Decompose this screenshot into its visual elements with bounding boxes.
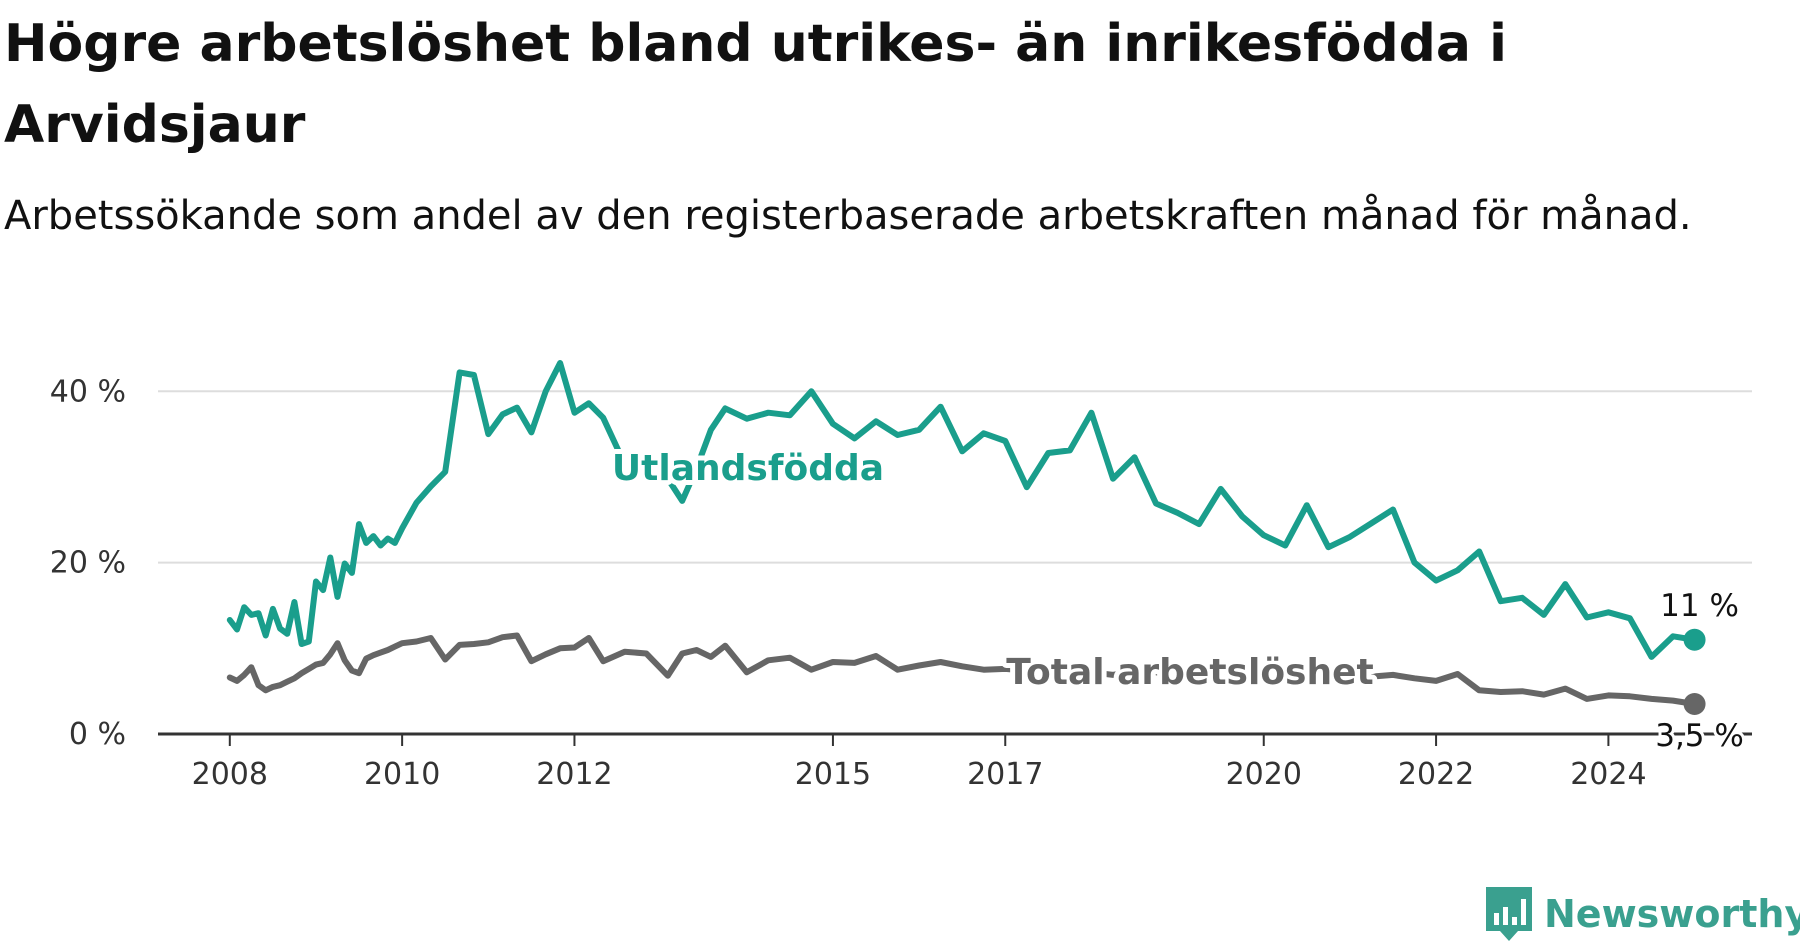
series-lines xyxy=(226,360,1706,716)
newsworthy-logo: Newsworthy xyxy=(1484,885,1800,943)
x-tick-label: 2017 xyxy=(967,757,1043,792)
y-tick-label: 0 % xyxy=(69,717,126,752)
series-name-label: Utlandsfödda xyxy=(612,448,884,489)
newsworthy-logo-icon xyxy=(1486,887,1532,941)
x-tick-label: 2020 xyxy=(1226,757,1302,792)
series-labels: 11 % 3,5 % Utlandsfödda Total arbetslöshet xyxy=(607,443,1747,757)
series-name-label: Total arbetslöshet xyxy=(1006,652,1374,693)
x-tick-label: 2012 xyxy=(536,757,612,792)
x-tick-label: 2024 xyxy=(1570,757,1646,792)
x-tick-label: 2010 xyxy=(364,757,440,792)
x-tick-label: 2015 xyxy=(795,757,871,792)
series-end-point xyxy=(1683,693,1706,716)
chart-subtitle: Arbetssökande som andel av den registerb… xyxy=(4,193,1692,239)
series-line-1 xyxy=(226,632,1698,707)
y-tick-label: 20 % xyxy=(50,546,126,581)
series-line-0 xyxy=(226,360,1698,660)
gridlines: 0 % 20 % 40 % xyxy=(50,374,1752,752)
x-tick-label: 2008 xyxy=(192,757,268,792)
series-end-point xyxy=(1683,628,1706,651)
series-end-label: 11 % xyxy=(1660,588,1739,624)
newsworthy-logo-text: Newsworthy xyxy=(1544,892,1800,936)
x-axis: 2008 2010 2012 2015 2017 2020 2022 2024 xyxy=(158,732,1752,792)
series-end-label: 3,5 % xyxy=(1655,718,1744,754)
y-tick-label: 40 % xyxy=(50,374,126,409)
x-tick-label: 2022 xyxy=(1398,757,1474,792)
chart-title: Högre arbetslöshet bland utrikes- än inr… xyxy=(4,14,1507,155)
